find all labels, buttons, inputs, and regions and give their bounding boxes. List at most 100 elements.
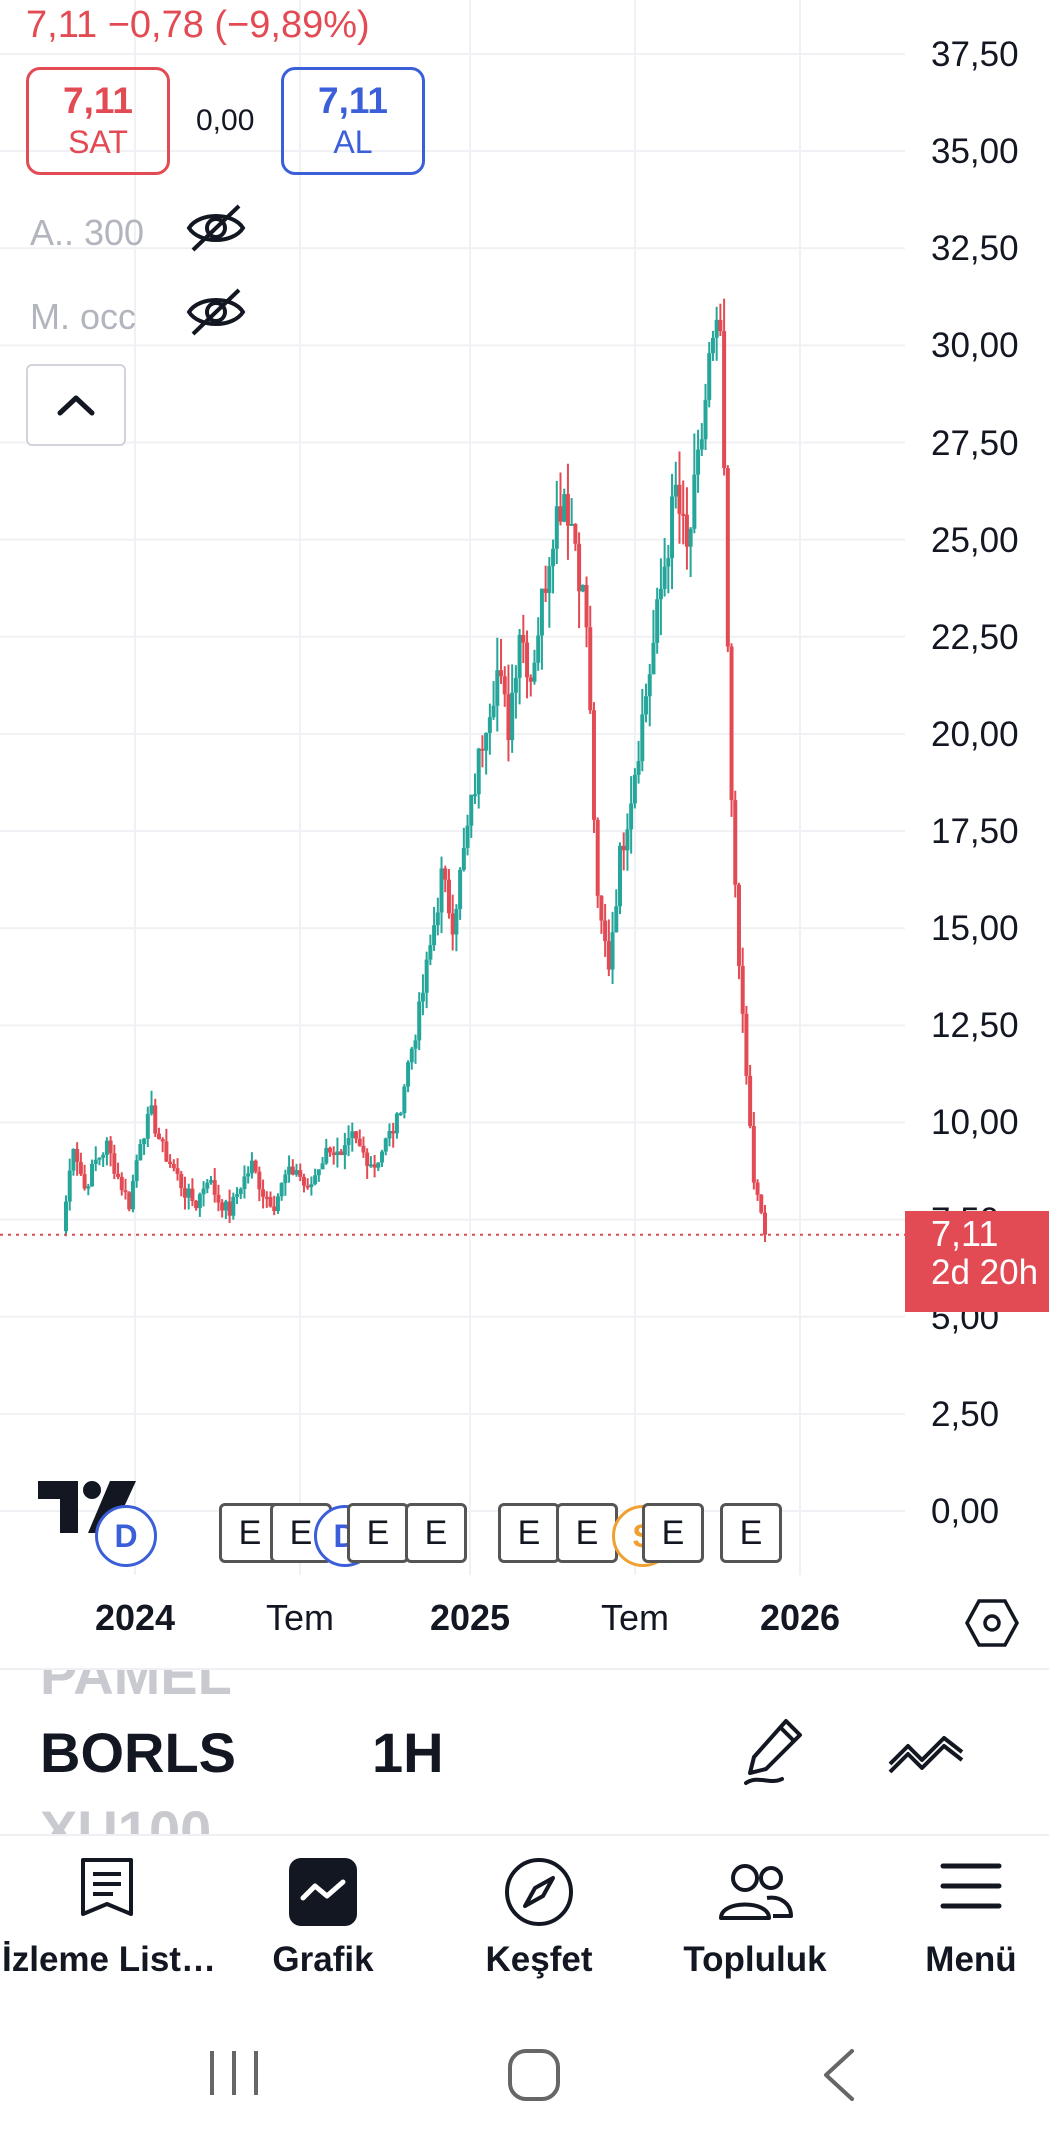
price-chart[interactable]: [0, 0, 1049, 1665]
chart-area[interactable]: 37,50 35,00 32,50 30,00 27,50 25,00 22,50 20,00…: [0, 0, 1049, 1665]
candle-body: [290, 1166, 295, 1175]
nav-chart[interactable]: Grafik: [218, 1838, 428, 2003]
event-marker-e[interactable]: E: [498, 1503, 560, 1563]
chart-icon: [289, 1858, 357, 1926]
spread-value: 0,00: [196, 104, 255, 137]
candle-body: [640, 714, 645, 762]
symbol-bar[interactable]: PAMEL BORLS XU100 1H: [0, 1668, 1049, 1836]
y-tick-label: 37,50: [931, 35, 1019, 74]
candle-body: [670, 496, 675, 559]
nav-explore[interactable]: Keşfet: [434, 1838, 644, 2003]
y-tick-label: 17,50: [931, 812, 1019, 852]
nav-community[interactable]: Topluluk: [650, 1838, 860, 2003]
candle-body: [510, 692, 515, 741]
candle-body: [443, 868, 448, 880]
price-change-readout: 7,11 −0,78 (−9,89%): [26, 4, 370, 46]
candle-body: [253, 1160, 258, 1172]
event-marker-e[interactable]: E: [405, 1503, 467, 1563]
candle-body: [90, 1163, 95, 1187]
eye-off-icon[interactable]: [185, 202, 247, 254]
candle-body: [506, 694, 511, 741]
settings-hexagon-icon[interactable]: [965, 1598, 1019, 1648]
collapse-legend-button[interactable]: [26, 364, 126, 446]
candle-body: [521, 634, 526, 643]
candle-body: [432, 925, 437, 946]
candle-body: [629, 803, 634, 830]
indicator-row-2[interactable]: M. occ: [30, 284, 260, 344]
candle-body: [710, 337, 715, 354]
candle-body: [119, 1176, 124, 1191]
candle-body: [268, 1197, 273, 1207]
y-tick-label: 0,00: [931, 1492, 1000, 1531]
candle-body: [391, 1130, 396, 1134]
candle-body: [558, 506, 563, 522]
candle-body: [71, 1148, 76, 1171]
candle-body: [101, 1154, 106, 1158]
candle-body: [744, 1013, 749, 1076]
candle-body: [469, 794, 474, 826]
interval-selector[interactable]: 1H: [372, 1721, 444, 1784]
event-marker-e[interactable]: E: [347, 1503, 409, 1563]
candle-body: [197, 1194, 202, 1209]
candle-body: [729, 646, 734, 801]
candle-body: [327, 1147, 332, 1153]
nav-label: Topluluk: [683, 1940, 827, 1979]
symbol-current[interactable]: BORLS: [40, 1721, 236, 1784]
candle-body: [476, 748, 481, 795]
candle-body: [186, 1188, 191, 1198]
candle-body: [755, 1182, 760, 1195]
event-marker-e[interactable]: E: [720, 1503, 782, 1563]
pencil-icon[interactable]: [742, 1715, 808, 1787]
event-marker-e[interactable]: E: [642, 1503, 704, 1563]
nav-menu[interactable]: Menü: [866, 1838, 1049, 2003]
menu-icon: [940, 1863, 1002, 1909]
symbol-next[interactable]: XU100: [40, 1799, 212, 1836]
candle-body: [461, 847, 466, 870]
candle-body: [614, 906, 619, 933]
indicator-row-1[interactable]: A.. 300: [30, 200, 260, 260]
chevron-up-icon: [57, 395, 95, 416]
back-icon[interactable]: [818, 2047, 858, 2103]
candle-body: [235, 1194, 240, 1197]
candle-body: [666, 558, 671, 567]
candle-body: [513, 677, 518, 693]
candle-body: [179, 1173, 184, 1189]
candle-body: [525, 642, 530, 678]
candle-body: [748, 1075, 753, 1127]
buy-button[interactable]: 7,11 AL: [281, 67, 425, 175]
candle-body: [699, 439, 704, 450]
last-price-tag: 7,11 2d 20h: [905, 1211, 1049, 1312]
event-marker-d[interactable]: D: [95, 1505, 157, 1567]
candle-body: [175, 1168, 180, 1174]
candle-body: [703, 399, 708, 440]
eye-off-icon[interactable]: [185, 286, 247, 338]
candle-body: [209, 1180, 214, 1183]
event-marker-e[interactable]: E: [556, 1503, 618, 1563]
compare-symbols-icon[interactable]: [886, 1728, 966, 1778]
candle-body: [495, 670, 500, 706]
candle-body: [138, 1144, 143, 1161]
candle-body: [684, 514, 689, 547]
candle-body: [301, 1176, 306, 1186]
candle-body: [532, 662, 537, 682]
candle-body: [458, 869, 463, 909]
nav-watchlist[interactable]: İzleme List…: [2, 1838, 216, 2003]
recent-apps-icon[interactable]: [206, 2047, 262, 2099]
symbol-prev[interactable]: PAMEL: [40, 1668, 232, 1706]
candle-body: [294, 1170, 299, 1175]
candle-body: [409, 1048, 414, 1063]
home-icon[interactable]: [506, 2047, 562, 2103]
candle-body: [677, 484, 682, 514]
candle-body: [298, 1170, 303, 1177]
sell-button[interactable]: 7,11 SAT: [26, 67, 170, 175]
candle-body: [145, 1113, 150, 1139]
candle-body: [658, 588, 663, 600]
candle-body: [517, 634, 522, 678]
candle-body: [718, 319, 723, 332]
buy-price: 7,11: [318, 80, 388, 121]
candle-body: [227, 1201, 232, 1216]
candle-body: [584, 584, 589, 628]
candle-body: [480, 748, 485, 751]
candle-body: [725, 468, 730, 647]
candle-body: [272, 1206, 277, 1212]
